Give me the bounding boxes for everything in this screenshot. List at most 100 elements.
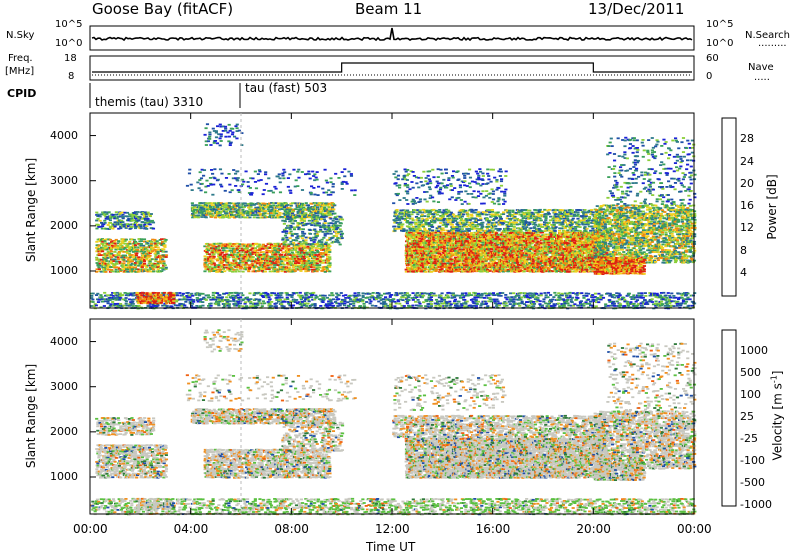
power-cell xyxy=(218,168,223,171)
power-cell xyxy=(209,258,213,261)
power-cell xyxy=(297,226,301,229)
power-cell xyxy=(518,302,522,305)
power-cell xyxy=(600,294,604,297)
power-cell xyxy=(308,292,313,295)
power-cell xyxy=(579,300,583,303)
power-cell xyxy=(291,304,296,307)
power-cell xyxy=(510,296,514,299)
power-cell xyxy=(138,270,142,273)
power-cell xyxy=(293,301,298,304)
power-cell xyxy=(267,296,271,299)
power-cell xyxy=(326,230,331,233)
power-cell xyxy=(362,302,366,305)
power-cell xyxy=(315,258,319,260)
power-cell xyxy=(547,302,552,305)
power-cell xyxy=(221,298,225,301)
power-cell xyxy=(156,256,160,259)
power-cell xyxy=(100,242,105,245)
power-cell xyxy=(560,303,564,305)
power-cell xyxy=(242,206,246,209)
power-cell xyxy=(137,256,141,259)
power-cell xyxy=(184,300,188,303)
power-cell xyxy=(407,296,411,299)
power-cell xyxy=(221,214,225,217)
power-cell xyxy=(102,305,106,307)
power-cell xyxy=(534,296,538,299)
power-cell xyxy=(290,243,294,245)
power-cell xyxy=(301,234,305,237)
power-cell xyxy=(148,270,152,273)
power-cell xyxy=(287,247,291,250)
power-cell xyxy=(133,258,138,261)
power-cell xyxy=(320,249,324,251)
power-cell xyxy=(145,258,149,261)
power-cell xyxy=(329,301,333,303)
power-cell xyxy=(256,214,260,217)
nsky-tick-low: 10^0 xyxy=(55,38,82,49)
power-cell xyxy=(211,210,215,212)
power-cell xyxy=(137,219,141,222)
power-cell xyxy=(280,292,284,294)
power-cell xyxy=(612,294,616,296)
power-cell xyxy=(264,206,268,209)
power-cell xyxy=(146,296,150,299)
power-cell xyxy=(429,299,434,301)
power-cell xyxy=(213,266,217,268)
power-cell xyxy=(276,261,280,264)
power-cell xyxy=(292,226,296,229)
power-cell xyxy=(257,270,261,272)
power-cell xyxy=(470,305,474,308)
power-cell xyxy=(273,208,277,211)
power-cell xyxy=(156,250,160,253)
power-cell xyxy=(410,258,414,260)
power-cell xyxy=(299,270,303,272)
power-cell xyxy=(306,255,310,258)
power-cell xyxy=(295,292,299,294)
power-cell xyxy=(639,302,643,305)
power-cell xyxy=(353,300,357,303)
power-cell xyxy=(331,206,335,209)
power-cell xyxy=(247,206,251,209)
power-cell xyxy=(288,243,292,246)
power-cell xyxy=(246,181,250,183)
power-cell xyxy=(415,296,419,299)
power-cell xyxy=(101,266,105,269)
power-cell xyxy=(436,234,440,236)
power-cell xyxy=(114,268,118,271)
power-cell xyxy=(436,303,440,306)
power-cell xyxy=(223,189,227,192)
power-cell xyxy=(334,301,338,303)
power-cell xyxy=(223,270,227,273)
power-cell xyxy=(387,299,392,302)
power-cell xyxy=(126,268,131,271)
power-cell xyxy=(121,246,125,249)
power-cell xyxy=(604,303,608,306)
power-cell xyxy=(215,270,220,273)
power-cell xyxy=(154,258,158,261)
power-cell xyxy=(414,244,418,247)
power-cell xyxy=(263,212,267,215)
power-cell xyxy=(253,253,257,256)
power-cell xyxy=(147,301,151,304)
power-cell xyxy=(290,305,294,307)
power-cell xyxy=(101,300,105,303)
power-cell xyxy=(296,206,300,208)
power-cell xyxy=(368,298,372,301)
power-cell xyxy=(132,263,137,265)
power-cell xyxy=(175,292,179,294)
power-cell xyxy=(568,291,572,294)
power-cell xyxy=(304,302,308,305)
power-cell xyxy=(604,305,608,308)
power-cell xyxy=(200,204,204,207)
power-cell xyxy=(109,215,113,218)
power-cell xyxy=(194,214,198,217)
power-cell xyxy=(192,300,196,303)
power-cell xyxy=(310,216,314,219)
power-cell xyxy=(264,182,269,185)
power-cell xyxy=(239,267,243,270)
power-cell xyxy=(615,300,619,303)
power-cell xyxy=(537,294,541,297)
power-cell xyxy=(121,266,125,268)
power-cell xyxy=(384,296,388,299)
power-cell xyxy=(429,305,434,308)
